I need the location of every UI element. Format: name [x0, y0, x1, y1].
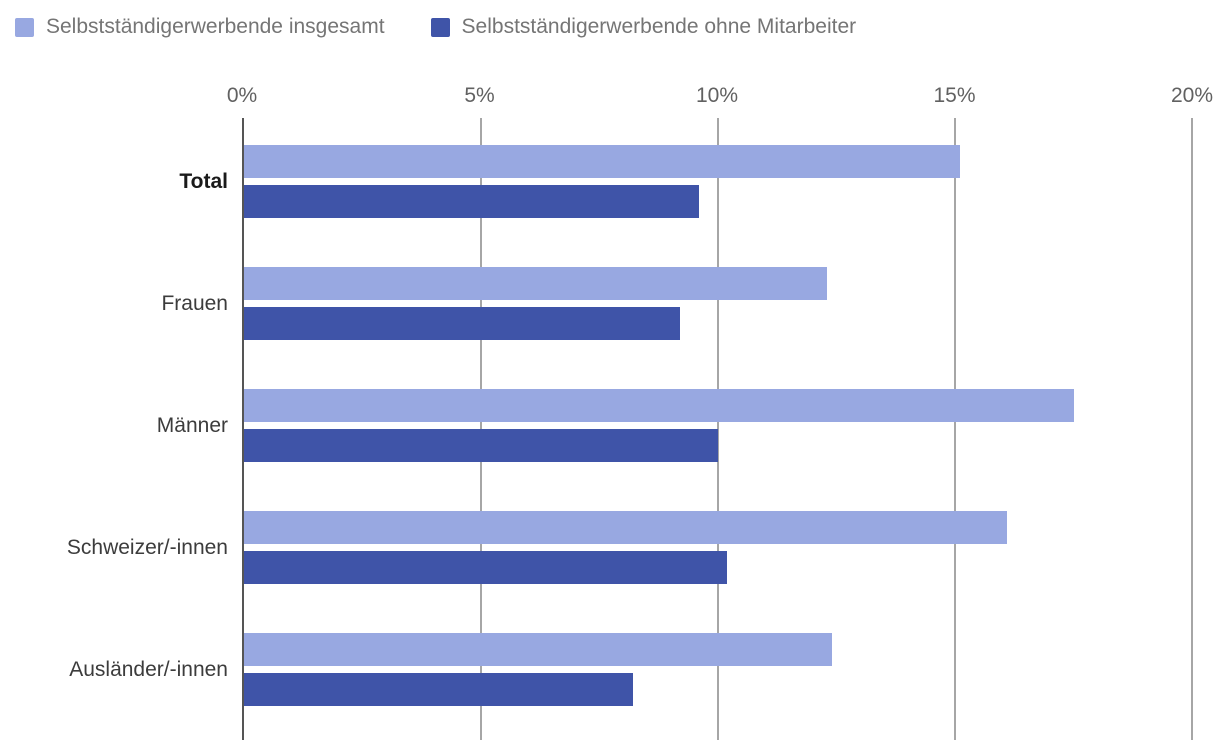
category-label: Schweizer/-innen — [66, 535, 228, 559]
bar-insgesamt — [244, 633, 832, 666]
category-label: Ausländer/-innen — [69, 657, 228, 681]
bar-ohne-mitarbeiter — [244, 185, 700, 218]
gridline — [1191, 118, 1193, 740]
x-axis-ticks: 0% 5% 10% 15% 20% — [227, 84, 1213, 118]
legend-swatch-insgesamt — [15, 17, 34, 37]
x-tick: 20% — [1170, 84, 1214, 107]
bar-chart: 0% 5% 10% 15% 20% Total Frauen Männer Schweizer… — [67, 84, 1213, 740]
gridline — [954, 118, 956, 740]
legend-label-insgesamt: Selbstständigerwerbende insgesamt — [46, 15, 385, 38]
category-label: Frauen — [161, 291, 228, 315]
category-label: Männer — [156, 413, 228, 437]
x-tick: 0% — [226, 84, 258, 107]
bar-insgesamt — [244, 267, 828, 300]
bar-group-4: Schweizer/-innen — [67, 484, 1192, 606]
bar-group-3: Männer — [157, 362, 1192, 484]
bar-insgesamt — [244, 389, 1074, 422]
plot-area: Total Frauen Männer Schweizer/-innen Ausländ… — [67, 118, 1193, 740]
bar-group-1: Total — [179, 118, 1192, 240]
bar-insgesamt — [244, 145, 960, 178]
bar-group-5: Ausländer/-innen — [69, 606, 1192, 728]
legend-item-insgesamt: Selbstständigerwerbende insgesamt — [15, 15, 385, 39]
x-tick: 10% — [695, 84, 739, 107]
legend-swatch-ohne-mitarbeiter — [430, 17, 450, 37]
bar-ohne-mitarbeiter — [244, 673, 633, 706]
x-tick: 15% — [933, 84, 976, 107]
category-label: Total — [179, 169, 228, 193]
legend: Selbstständigerwerbende insgesamt Selbst… — [0, 0, 1220, 39]
gridline — [717, 118, 719, 740]
bar-insgesamt — [244, 511, 1008, 544]
bar-ohne-mitarbeiter — [244, 307, 681, 340]
bar-group-2: Frauen — [161, 240, 1192, 362]
legend-label-ohne-mitarbeiter: Selbstständigerwerbende ohne Mitarbeiter — [461, 15, 857, 38]
bar-ohne-mitarbeiter — [244, 551, 728, 584]
legend-item-ohne-mitarbeiter: Selbstständigerwerbende ohne Mitarbeiter — [430, 15, 857, 39]
bar-ohne-mitarbeiter — [244, 429, 718, 462]
x-tick: 5% — [464, 84, 495, 107]
